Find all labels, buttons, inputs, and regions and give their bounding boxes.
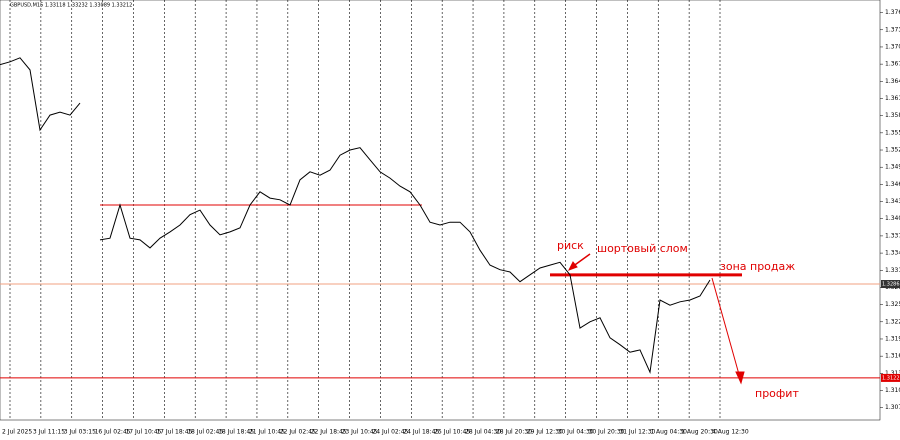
x-tick-label: 23 Jul 10:45 xyxy=(342,429,378,436)
y-tick-label: 1.3250 xyxy=(885,301,900,308)
y-tick-label: 1.3640 xyxy=(885,78,900,85)
y-tick-label: 1.3550 xyxy=(885,129,900,136)
x-tick-label: 17 Jul 10:45 xyxy=(125,429,161,436)
x-tick-label: 30 Jul 20:30 xyxy=(589,429,625,436)
arrow-head xyxy=(567,261,578,271)
y-tick-label: 1.3100 xyxy=(885,387,900,394)
price-line xyxy=(0,57,711,374)
x-tick-label: 30 Jul 04:30 xyxy=(558,429,594,436)
chart-title: GBPUSD,M15 1.33118 1.33232 1.33089 1.332… xyxy=(10,3,132,9)
y-tick-label: 1.3670 xyxy=(885,61,900,68)
price-box xyxy=(881,280,900,289)
x-tick-label: 29 Jul 12:30 xyxy=(527,429,563,436)
x-tick-label: 28 Jul 20:30 xyxy=(496,429,532,436)
y-tick-label: 1.3160 xyxy=(885,353,900,360)
y-tick-label: 1.3400 xyxy=(885,215,900,222)
x-tick-label: 16 Jul 02:45 xyxy=(95,429,131,436)
y-tick-label: 1.3220 xyxy=(885,318,900,325)
x-tick-label: 18 Jul 18:45 xyxy=(218,429,254,436)
price-label: 1.3286 xyxy=(882,282,900,288)
x-tick-label: 24 Jul 18:45 xyxy=(403,429,439,436)
y-tick-label: 1.3610 xyxy=(885,95,900,102)
x-tick-label: 4 Aug 12:30 xyxy=(712,429,749,436)
y-tick-label: 1.3370 xyxy=(885,232,900,239)
x-tick-label: 25 Jul 10:45 xyxy=(434,429,470,436)
annotation: зона продаж xyxy=(720,260,795,273)
y-tick-label: 1.3490 xyxy=(885,164,900,171)
y-tick-label: 1.3730 xyxy=(885,26,900,33)
y-tick-label: 1.3580 xyxy=(885,112,900,119)
y-tick-label: 1.3070 xyxy=(885,404,900,411)
annotation: шортовый слом xyxy=(597,242,688,255)
price-label: 1.3122 xyxy=(882,375,900,381)
y-tick-label: 1.3340 xyxy=(885,250,900,257)
annotation: профит xyxy=(755,387,799,400)
x-tick-label: 3 Jul 11:15 xyxy=(33,429,65,436)
arrows xyxy=(567,253,745,385)
x-tick-label: 1 Aug 04:30 xyxy=(650,429,687,436)
x-tick-label: 28 Jul 04:30 xyxy=(465,429,501,436)
x-tick-label: 3 Jul 03:15 xyxy=(64,429,96,436)
x-tick-label: 31 Jul 12:30 xyxy=(619,429,655,436)
y-tick-label: 1.3130 xyxy=(885,370,900,377)
x-tick-label: 2 Jul 2025 xyxy=(2,429,32,436)
price-box xyxy=(881,373,900,382)
x-tick-label: 24 Jul 02:45 xyxy=(372,429,408,436)
y-tick-label: 1.3310 xyxy=(885,267,900,274)
y-tick-label: 1.3430 xyxy=(885,198,900,205)
y-tick-label: 1.3520 xyxy=(885,147,900,154)
x-tick-label: 1 Aug 20:30 xyxy=(681,429,718,436)
arrow-head xyxy=(735,371,745,385)
y-tick-label: 1.3460 xyxy=(885,181,900,188)
y-tick-label: 1.3760 xyxy=(885,9,900,16)
x-tick-label: 21 Jul 10:45 xyxy=(249,429,285,436)
x-tick-label: 22 Jul 02:45 xyxy=(280,429,316,436)
annotation: риск xyxy=(557,239,584,252)
x-tick-label: 18 Jul 02:45 xyxy=(187,429,223,436)
arrow xyxy=(711,277,741,379)
y-tick-label: 1.3190 xyxy=(885,335,900,342)
x-tick-label: 22 Jul 18:45 xyxy=(311,429,347,436)
y-tick-label: 1.3700 xyxy=(885,43,900,50)
x-tick-label: 17 Jul 18:45 xyxy=(156,429,192,436)
plot-frame xyxy=(0,0,881,421)
